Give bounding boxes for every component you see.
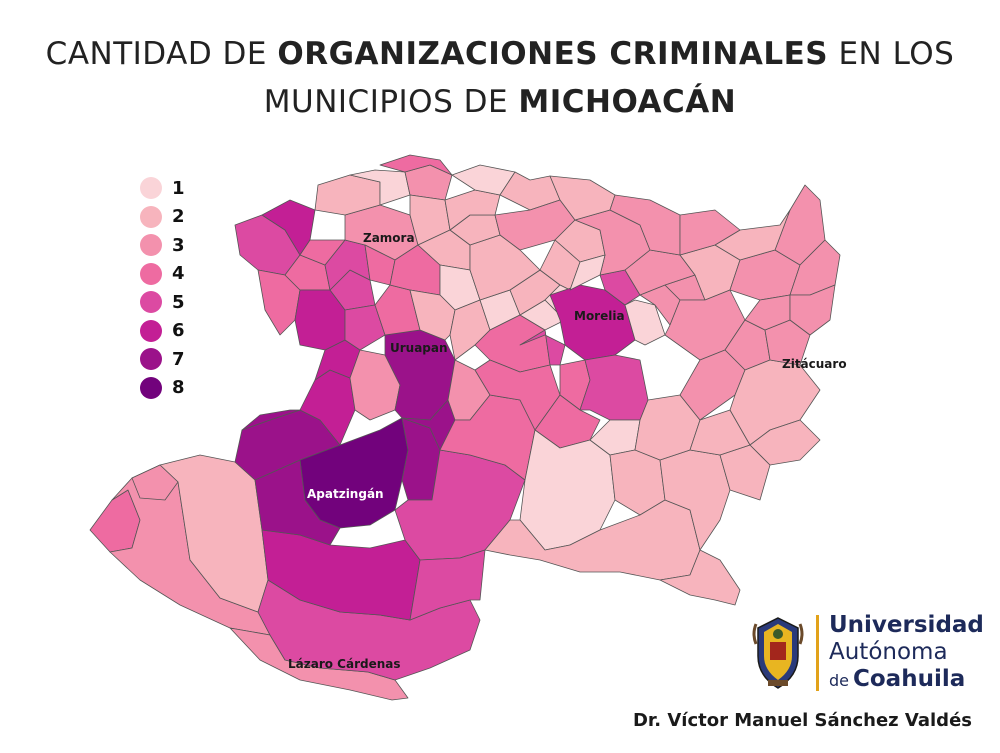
legend-swatch-5 xyxy=(140,291,162,314)
municipality-copandaro xyxy=(569,254,606,291)
municipality-ucareo xyxy=(679,209,741,256)
logo-divider xyxy=(816,615,819,691)
legend-item-1: 1 xyxy=(140,174,185,203)
municipality-san-lucas xyxy=(659,549,741,606)
legend-item-7: 7 xyxy=(140,345,185,374)
map-title: CANTIDAD DE ORGANIZACIONES CRIMINALES EN… xyxy=(0,30,1000,126)
municipality-angangueo xyxy=(789,284,836,336)
municipality-morelia xyxy=(549,284,636,361)
city-labels: Zamora Morelia Uruapan Zitácuaro Apatzin… xyxy=(288,231,847,671)
legend-swatch-8 xyxy=(140,376,162,399)
legend-swatch-4 xyxy=(140,262,162,285)
legend-item-8: 8 xyxy=(140,374,185,403)
university-logo: Universidad Autónoma de Coahuila xyxy=(748,612,984,694)
title-line-2: MUNICIPIOS DE MICHOACÁN xyxy=(263,84,737,120)
legend-swatch-2 xyxy=(140,205,162,228)
municipality-yurecuaro xyxy=(379,154,453,176)
label-apatzingan: Apatzingán xyxy=(307,487,384,501)
legend-swatch-3 xyxy=(140,234,162,257)
legend-item-5: 5 xyxy=(140,288,185,317)
legend-item-3: 3 xyxy=(140,231,185,260)
label-uruapan: Uruapan xyxy=(390,341,448,355)
municipality-aguililla xyxy=(254,459,341,546)
legend-item-2: 2 xyxy=(140,203,185,232)
author-credit: Dr. Víctor Manuel Sánchez Valdés xyxy=(632,710,972,731)
title-line-1: CANTIDAD DE ORGANIZACIONES CRIMINALES EN… xyxy=(45,36,955,72)
legend-item-6: 6 xyxy=(140,317,185,346)
label-zitacuaro: Zitácuaro xyxy=(782,357,847,371)
crest-icon xyxy=(752,617,804,689)
legend: 1 2 3 4 5 6 7 8 xyxy=(140,174,185,402)
label-zamora: Zamora xyxy=(363,231,415,245)
municipality-madero xyxy=(579,354,649,421)
municipality-chavinda xyxy=(299,239,346,266)
legend-swatch-1 xyxy=(140,177,162,200)
municipality-chinicuila xyxy=(131,464,179,501)
municipality-tepalcatepec xyxy=(241,409,301,431)
legend-item-4: 4 xyxy=(140,260,185,289)
legend-swatch-7 xyxy=(140,348,162,371)
legend-swatch-6 xyxy=(140,319,162,342)
municipality-charapan xyxy=(344,304,386,351)
municipality-huandacareo xyxy=(609,194,681,256)
municipality-la-huacana xyxy=(409,549,486,621)
municipality-juarez xyxy=(689,409,751,456)
municipality-susupuato xyxy=(749,419,821,466)
label-lazaro-cardenas: Lázaro Cárdenas xyxy=(288,657,401,671)
logo-text: Universidad Autónoma de Coahuila xyxy=(829,612,984,692)
label-morelia: Morelia xyxy=(574,309,625,323)
